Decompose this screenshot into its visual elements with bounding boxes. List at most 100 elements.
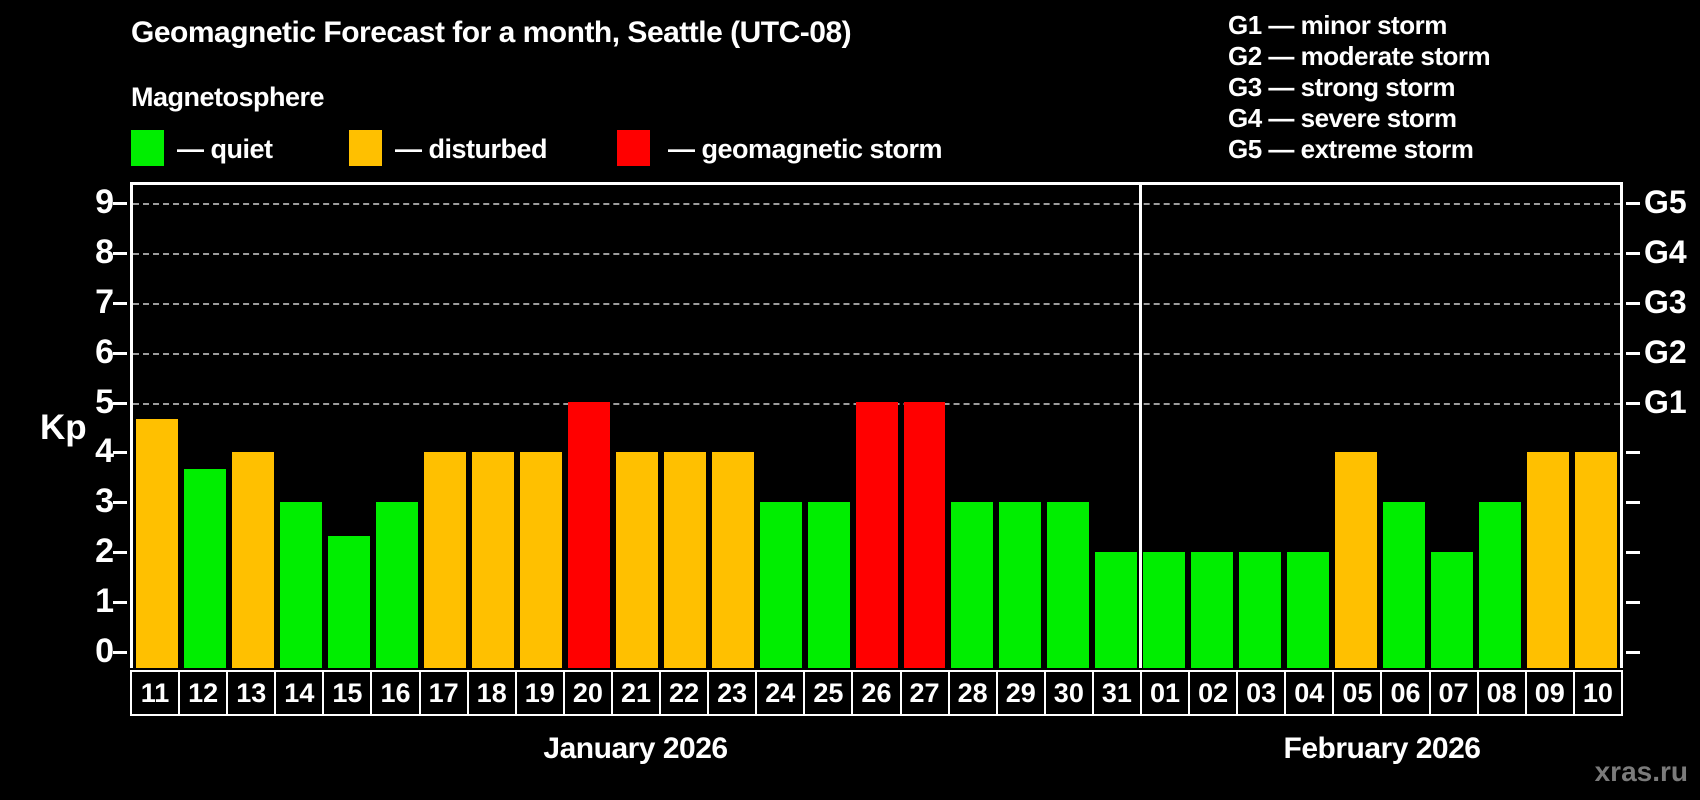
y-axis-tick-label: 3 — [95, 482, 114, 520]
right-tick — [1626, 302, 1640, 305]
g-legend-line: G2 — moderate storm — [1228, 41, 1491, 71]
day-column — [1044, 185, 1092, 668]
kp-bar — [1335, 452, 1378, 668]
right-tick — [1626, 352, 1640, 355]
date-cell: 08 — [1476, 670, 1527, 716]
kp-bar — [999, 502, 1042, 668]
date-cell: 27 — [899, 670, 950, 716]
kp-bar — [375, 502, 418, 668]
kp-bar — [1479, 502, 1522, 668]
kp-bar — [1047, 502, 1090, 668]
g-level-label: G5 — [1644, 184, 1687, 220]
y-axis-tick-label: 4 — [95, 432, 114, 470]
chart-title: Geomagnetic Forecast for a month, Seattl… — [131, 16, 852, 49]
date-cell: 11 — [130, 670, 181, 716]
left-tick — [113, 501, 127, 504]
left-tick — [113, 651, 127, 654]
date-cell: 01 — [1139, 670, 1191, 716]
day-column — [1524, 185, 1572, 668]
day-column — [325, 185, 373, 668]
g-level-label: G2 — [1644, 334, 1687, 370]
kp-bar — [903, 402, 946, 668]
day-column — [757, 185, 805, 668]
right-tick — [1626, 202, 1640, 205]
day-column — [469, 185, 517, 668]
day-column — [565, 185, 613, 668]
day-column — [996, 185, 1044, 668]
day-column — [709, 185, 757, 668]
day-column — [853, 185, 901, 668]
day-column — [229, 185, 277, 668]
g-legend-line: G1 — minor storm — [1228, 10, 1447, 40]
quiet-swatch-icon — [131, 130, 164, 166]
date-cell: 18 — [466, 670, 517, 716]
month-label-january: January 2026 — [543, 732, 728, 765]
day-column — [613, 185, 661, 668]
date-cell: 14 — [274, 670, 325, 716]
disturbed-legend-label: — disturbed — [395, 134, 548, 164]
kp-bar — [759, 502, 802, 668]
g-level-label: G1 — [1644, 384, 1687, 420]
y-axis-tick-label: 0 — [95, 632, 114, 670]
y-axis-tick-label: 5 — [95, 383, 114, 421]
jan-feb-separator — [1139, 185, 1143, 668]
date-cell: 13 — [226, 670, 277, 716]
left-tick — [113, 601, 127, 604]
date-cell: 12 — [178, 670, 229, 716]
date-axis: 11 12 13 14 15 16 17 18 19 20 21 22 23 24 25 26 27 28 29 30… — [130, 670, 1623, 716]
gridline-g5 — [133, 203, 1620, 205]
date-cell: 23 — [707, 670, 758, 716]
plot-area — [113, 182, 1640, 668]
kp-bar — [471, 452, 514, 668]
date-cell: 03 — [1236, 670, 1287, 716]
kp-bar — [807, 502, 850, 668]
kp-bar — [1383, 502, 1426, 668]
day-column — [1476, 185, 1524, 668]
day-column — [181, 185, 229, 668]
date-cell: 20 — [562, 670, 613, 716]
kp-bar — [1191, 552, 1234, 668]
y-axis-tick-label: 1 — [95, 582, 114, 620]
date-cell: 25 — [803, 670, 854, 716]
y-axis-tick-label: 7 — [95, 283, 114, 321]
storm-legend-label: — geomagnetic storm — [668, 134, 943, 164]
date-cell: 19 — [514, 670, 565, 716]
date-cell: 05 — [1332, 670, 1383, 716]
day-column — [1284, 185, 1332, 668]
day-column — [1140, 185, 1188, 668]
kp-bar — [423, 452, 466, 668]
y-axis-tick-label: 2 — [95, 532, 114, 570]
g-level-label: G3 — [1644, 284, 1687, 320]
day-column — [1332, 185, 1380, 668]
kp-bar — [279, 502, 322, 668]
date-cell: 21 — [610, 670, 662, 716]
date-cell: 09 — [1524, 670, 1575, 716]
kp-bar — [183, 469, 226, 668]
right-tick — [1626, 252, 1640, 255]
day-column — [277, 185, 325, 668]
bars-container — [133, 185, 1620, 668]
kp-bar — [1095, 552, 1138, 668]
day-column — [1188, 185, 1236, 668]
day-column — [1380, 185, 1428, 668]
date-cell: 24 — [755, 670, 806, 716]
kp-bar — [1431, 552, 1474, 668]
storm-swatch-icon — [617, 130, 650, 166]
date-cell: 31 — [1091, 670, 1142, 716]
y-axis-tick-label: 6 — [95, 333, 114, 371]
date-cell: 22 — [659, 670, 710, 716]
date-cell: 26 — [851, 670, 902, 716]
left-tick — [113, 352, 127, 355]
day-column — [901, 185, 949, 668]
disturbed-swatch-icon — [349, 130, 382, 166]
kp-bar — [1575, 452, 1618, 668]
left-tick — [113, 451, 127, 454]
kp-bar — [567, 402, 610, 668]
day-column — [421, 185, 469, 668]
date-cell: 17 — [418, 670, 469, 716]
left-tick — [113, 551, 127, 554]
left-tick — [113, 202, 127, 205]
date-cell: 28 — [947, 670, 998, 716]
kp-bar — [136, 419, 178, 668]
